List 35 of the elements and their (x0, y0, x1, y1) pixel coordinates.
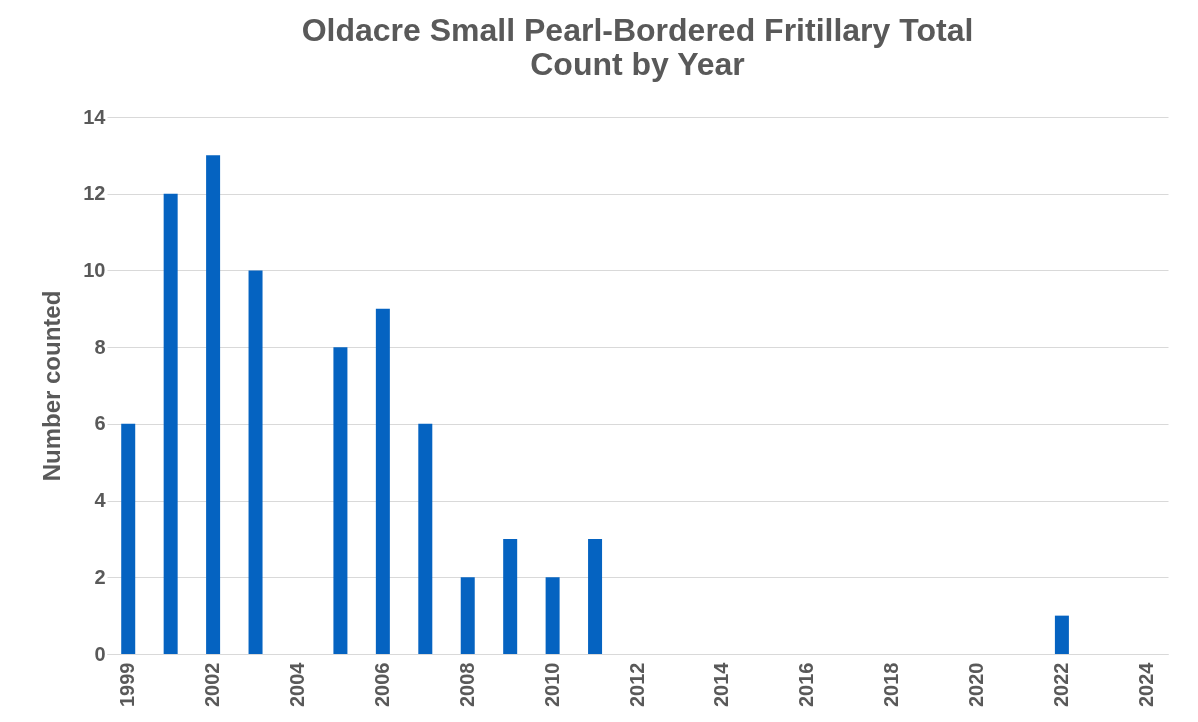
y-axis-title: Number counted (38, 290, 66, 482)
x-tick-label: 2016 (795, 662, 818, 707)
bar (588, 538, 603, 654)
x-tick-label: 2008 (455, 662, 478, 707)
y-tick-label: 8 (94, 335, 106, 358)
bar (163, 193, 178, 654)
x-tick-label: 1999 (116, 662, 139, 707)
x-tick-label: 2002 (201, 662, 224, 707)
y-tick-label: 12 (83, 182, 106, 205)
bar (545, 577, 560, 654)
bar (418, 423, 433, 654)
bar (333, 347, 348, 654)
x-tick-label: 2004 (285, 661, 308, 707)
x-tick-label: 2012 (625, 662, 648, 707)
x-tick-label: 2006 (370, 662, 393, 707)
bar (206, 155, 221, 654)
bar (375, 308, 390, 654)
x-tick-label: 2014 (710, 661, 733, 707)
x-tick-label: 2024 (1134, 661, 1157, 707)
bar (1054, 615, 1069, 654)
bar (460, 577, 475, 654)
y-tick-label: 14 (83, 105, 107, 128)
y-tick-label: 10 (83, 258, 106, 281)
y-tick-label: 2 (94, 565, 106, 588)
y-tick-label: 0 (94, 642, 106, 665)
bar (503, 538, 518, 654)
y-tick-label: 6 (94, 412, 106, 435)
x-tick-label: 2020 (965, 662, 988, 707)
x-tick-label: 2010 (540, 662, 563, 707)
bar (121, 423, 136, 654)
x-tick-label: 2022 (1049, 662, 1072, 707)
chart-title: Oldacre Small Pearl-Bordered Fritillary Total Count by Year (301, 12, 974, 82)
x-tick-label: 2018 (880, 662, 903, 707)
y-tick-label: 4 (94, 489, 107, 512)
bar (248, 270, 263, 654)
